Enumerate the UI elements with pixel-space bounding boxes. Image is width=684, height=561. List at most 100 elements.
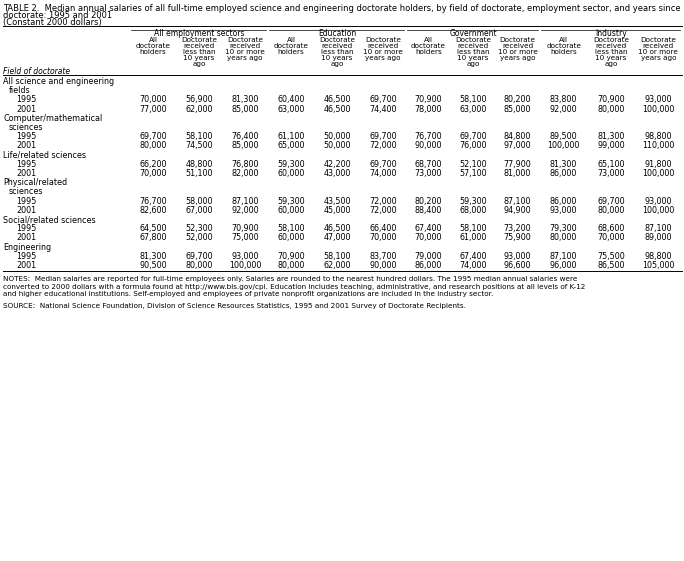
Text: 2001: 2001	[16, 261, 36, 270]
Text: 80,000: 80,000	[597, 206, 624, 215]
Text: 100,000: 100,000	[229, 261, 261, 270]
Text: 65,000: 65,000	[277, 141, 305, 150]
Text: 10 years: 10 years	[321, 55, 353, 61]
Text: 10 years: 10 years	[458, 55, 488, 61]
Text: 99,000: 99,000	[597, 141, 624, 150]
Text: 46,500: 46,500	[324, 95, 351, 104]
Text: 80,000: 80,000	[140, 141, 167, 150]
Text: 76,000: 76,000	[459, 141, 487, 150]
Text: 93,000: 93,000	[644, 95, 672, 104]
Text: 73,200: 73,200	[504, 224, 531, 233]
Text: 74,000: 74,000	[459, 261, 487, 270]
Text: sciences: sciences	[9, 187, 44, 196]
Text: 86,000: 86,000	[415, 261, 442, 270]
Text: 58,100: 58,100	[459, 95, 487, 104]
Text: 10 or more: 10 or more	[225, 49, 265, 55]
Text: 1995: 1995	[16, 196, 36, 205]
Text: 67,800: 67,800	[140, 233, 167, 242]
Text: 52,000: 52,000	[185, 233, 213, 242]
Text: 81,300: 81,300	[231, 95, 259, 104]
Text: 60,000: 60,000	[277, 169, 304, 178]
Text: 1995: 1995	[16, 95, 36, 104]
Text: 90,000: 90,000	[369, 261, 397, 270]
Text: 82,000: 82,000	[231, 169, 259, 178]
Text: Doctorate: Doctorate	[181, 37, 217, 43]
Text: years ago: years ago	[500, 55, 536, 61]
Text: 70,900: 70,900	[277, 252, 305, 261]
Text: fields: fields	[9, 86, 31, 95]
Text: received: received	[458, 43, 488, 49]
Text: 83,800: 83,800	[550, 95, 577, 104]
Text: Doctorate: Doctorate	[227, 37, 263, 43]
Text: 97,000: 97,000	[504, 141, 531, 150]
Text: 58,100: 58,100	[459, 224, 487, 233]
Text: 76,700: 76,700	[415, 132, 442, 141]
Text: 70,000: 70,000	[140, 95, 167, 104]
Text: 1995: 1995	[16, 252, 36, 261]
Text: 63,000: 63,000	[277, 104, 304, 113]
Text: 2001: 2001	[16, 233, 36, 242]
Text: less than: less than	[457, 49, 489, 55]
Text: Engineering: Engineering	[3, 242, 51, 251]
Text: 87,100: 87,100	[504, 196, 531, 205]
Text: 46,500: 46,500	[324, 104, 351, 113]
Text: 85,000: 85,000	[504, 104, 531, 113]
Text: 59,300: 59,300	[277, 196, 305, 205]
Text: 68,000: 68,000	[460, 206, 487, 215]
Text: (Constant 2000 dollars): (Constant 2000 dollars)	[3, 18, 102, 27]
Text: NOTES:  Median salaries are reported for full-time employees only. Salaries are : NOTES: Median salaries are reported for …	[3, 276, 577, 282]
Text: 89,500: 89,500	[550, 132, 577, 141]
Text: 93,000: 93,000	[644, 196, 672, 205]
Text: 70,000: 70,000	[415, 233, 442, 242]
Text: received: received	[367, 43, 399, 49]
Text: 80,200: 80,200	[504, 95, 531, 104]
Text: 87,100: 87,100	[231, 196, 259, 205]
Text: received: received	[229, 43, 261, 49]
Text: 60,000: 60,000	[277, 206, 304, 215]
Text: 10 or more: 10 or more	[363, 49, 403, 55]
Text: 62,000: 62,000	[185, 104, 213, 113]
Text: 80,200: 80,200	[415, 196, 442, 205]
Text: Doctorate: Doctorate	[593, 37, 629, 43]
Text: 73,000: 73,000	[415, 169, 442, 178]
Text: Life/related sciences: Life/related sciences	[3, 150, 86, 159]
Text: 84,800: 84,800	[504, 132, 531, 141]
Text: ago: ago	[466, 61, 479, 67]
Text: 81,300: 81,300	[140, 252, 167, 261]
Text: 69,700: 69,700	[369, 160, 397, 169]
Text: 70,900: 70,900	[597, 95, 624, 104]
Text: 83,700: 83,700	[369, 252, 397, 261]
Text: 100,000: 100,000	[642, 104, 674, 113]
Text: ago: ago	[192, 61, 206, 67]
Text: years ago: years ago	[227, 55, 263, 61]
Text: holders: holders	[140, 49, 166, 55]
Text: 43,000: 43,000	[324, 169, 351, 178]
Text: 80,000: 80,000	[277, 261, 304, 270]
Text: 77,900: 77,900	[504, 160, 531, 169]
Text: 10 or more: 10 or more	[498, 49, 538, 55]
Text: 91,800: 91,800	[644, 160, 672, 169]
Text: 82,600: 82,600	[140, 206, 167, 215]
Text: 2001: 2001	[16, 141, 36, 150]
Text: 86,000: 86,000	[550, 169, 577, 178]
Text: Doctorate: Doctorate	[319, 37, 355, 43]
Text: 46,500: 46,500	[324, 224, 351, 233]
Text: 1995: 1995	[16, 224, 36, 233]
Text: received: received	[321, 43, 353, 49]
Text: 88,400: 88,400	[415, 206, 442, 215]
Text: 70,000: 70,000	[140, 169, 167, 178]
Text: All: All	[559, 37, 568, 43]
Text: 58,100: 58,100	[185, 132, 213, 141]
Text: 52,100: 52,100	[459, 160, 487, 169]
Text: less than: less than	[595, 49, 627, 55]
Text: less than: less than	[183, 49, 215, 55]
Text: 90,000: 90,000	[415, 141, 442, 150]
Text: 68,600: 68,600	[597, 224, 624, 233]
Text: doctorate: 1995 and 2001: doctorate: 1995 and 2001	[3, 11, 112, 20]
Text: 96,600: 96,600	[504, 261, 531, 270]
Text: Social/related sciences: Social/related sciences	[3, 215, 96, 224]
Text: 10 years: 10 years	[595, 55, 627, 61]
Text: 69,700: 69,700	[597, 196, 624, 205]
Text: 58,100: 58,100	[277, 224, 305, 233]
Text: 75,500: 75,500	[597, 252, 625, 261]
